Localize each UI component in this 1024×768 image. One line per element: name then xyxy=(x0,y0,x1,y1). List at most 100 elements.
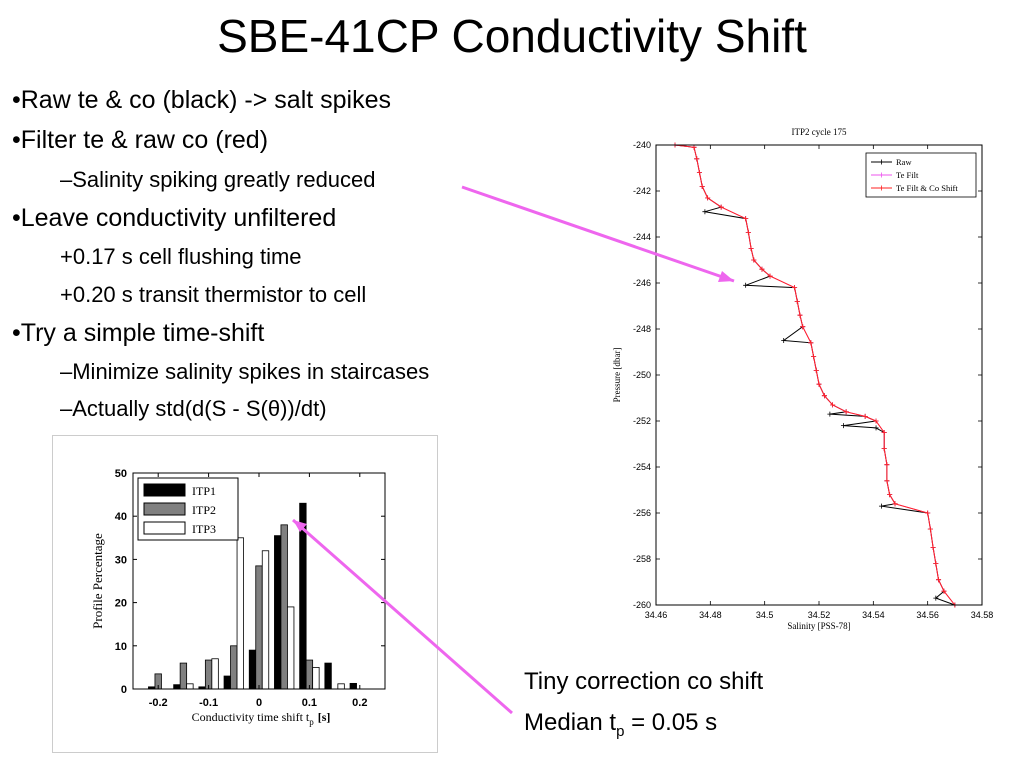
prof-ytick-label: -252 xyxy=(633,416,651,426)
hist-ylabel: Profile Percentage xyxy=(90,533,105,629)
bullet-minimize-spikes: –Minimize salinity spikes in staircases xyxy=(60,359,430,384)
prof-xtick-label: 34.48 xyxy=(699,610,722,620)
prof-point-raw xyxy=(702,209,708,215)
prof-point-te-filt-co-shift xyxy=(718,204,724,210)
prof-point-raw xyxy=(878,503,884,509)
prof-point-raw xyxy=(743,282,749,288)
hist-legend: ITP1 ITP2 ITP3 xyxy=(137,477,239,541)
hist-xlabel-text: Conductivity time shift t xyxy=(192,710,310,724)
prof-point-te-filt-co-shift xyxy=(743,216,749,222)
prof-point-te-filt-co-shift xyxy=(811,354,817,360)
prof-point-raw xyxy=(933,595,939,601)
prof-ytick-label: -248 xyxy=(633,324,651,334)
hist-ytick-label: 40 xyxy=(115,511,127,523)
prof-legend-label-te-filt: Te Filt xyxy=(896,170,919,180)
slide-title: SBE-41CP Conductivity Shift xyxy=(217,10,807,62)
prof-ytick-label: -246 xyxy=(633,278,651,288)
bullet-spiking-reduced: –Salinity spiking greatly reduced xyxy=(60,167,376,192)
bullet-filter-te: •Filter te & raw co (red) xyxy=(12,126,269,154)
hist-xtick-label: 0 xyxy=(256,697,262,709)
arrow-to-histogram xyxy=(292,518,513,715)
prof-legend-marker-te-filt-co-shift xyxy=(879,185,884,191)
prof-point-raw xyxy=(781,338,787,343)
prof-point-raw xyxy=(827,411,833,417)
prof-point-te-filt-co-shift xyxy=(930,545,936,550)
prof-point-te-filt-co-shift xyxy=(821,393,827,399)
hist-xlabel: Conductivity time shift tp [s] xyxy=(192,710,331,727)
prof-xtick-label: 34.56 xyxy=(916,610,939,620)
prof-ytick-label: -256 xyxy=(633,508,651,518)
hist-ytick-label: 50 xyxy=(115,468,127,480)
hist-ytick-label: 10 xyxy=(115,641,127,653)
prof-legend: Raw Te Filt Te Filt & Co Shift xyxy=(865,152,977,198)
hist-ytick-label: 0 xyxy=(121,684,127,696)
prof-series-te-filt-co-shift xyxy=(672,142,958,608)
prof-legend-marker-te-filt xyxy=(879,172,884,178)
caption-median-sub: p xyxy=(616,722,625,740)
histogram-frame xyxy=(52,435,438,753)
hist-legend-swatch-itp3 xyxy=(143,521,186,535)
prof-point-te-filt-co-shift xyxy=(694,156,700,162)
prof-xtick-label: 34.5 xyxy=(756,610,774,620)
prof-point-te-filt-co-shift xyxy=(808,340,814,346)
prof-point-te-filt-co-shift xyxy=(792,285,798,291)
prof-point-te-filt-co-shift xyxy=(892,501,898,507)
prof-xlabel: Salinity [PSS-78] xyxy=(787,621,850,631)
prof-point-te-filt-co-shift xyxy=(699,183,705,189)
prof-point-te-filt-co-shift xyxy=(797,312,803,318)
prof-point-te-filt-co-shift xyxy=(884,462,890,468)
prof-point-te-filt-co-shift xyxy=(816,381,822,387)
prof-ytick-label: -242 xyxy=(633,186,651,196)
prof-point-te-filt-co-shift xyxy=(933,561,939,567)
hist-legend-swatch-itp2 xyxy=(143,502,186,516)
caption-median: Median tp = 0.05 s xyxy=(524,709,717,740)
prof-point-te-filt-co-shift xyxy=(884,478,890,484)
bullet-leave-unfiltered: •Leave conductivity unfiltered xyxy=(12,204,337,232)
hist-xtick-label: -0.1 xyxy=(199,697,218,709)
prof-ytick-label: -254 xyxy=(633,462,651,472)
hist-ytick-label: 30 xyxy=(115,554,127,566)
hist-xlabel-unit: [s] xyxy=(318,710,331,724)
prof-point-te-filt-co-shift xyxy=(941,588,947,594)
prof-point-te-filt-co-shift xyxy=(748,246,754,251)
prof-ylabel: Pressure [dbar] xyxy=(612,348,622,403)
hist-legend-swatch-itp1 xyxy=(143,483,186,497)
arrowhead-histogram xyxy=(293,520,307,532)
prof-point-raw xyxy=(873,425,879,431)
bullet-time-shift: •Try a simple time-shift xyxy=(12,319,265,347)
prof-ytick-label: -260 xyxy=(633,600,651,610)
prof-point-te-filt-co-shift xyxy=(751,257,757,263)
profile-title: ITP2 cycle 175 xyxy=(792,127,847,137)
caption-tiny-correction: Tiny correction co shift xyxy=(524,668,764,695)
prof-point-te-filt-co-shift xyxy=(887,492,893,498)
arrowhead-profile xyxy=(718,271,734,282)
hist-xtick-label: 0.1 xyxy=(302,697,317,709)
prof-xtick-label: 34.52 xyxy=(808,610,831,620)
caption-median-suffix: = 0.05 s xyxy=(624,709,718,736)
bullet-transit-time: +0.20 s transit thermistor to cell xyxy=(60,282,367,307)
hist-legend-label-itp3: ITP3 xyxy=(192,522,216,536)
prof-point-te-filt-co-shift xyxy=(813,367,819,373)
prof-point-te-filt-co-shift xyxy=(794,298,800,304)
prof-point-te-filt-co-shift xyxy=(830,402,836,408)
prof-xtick-label: 34.54 xyxy=(862,610,885,620)
prof-point-te-filt-co-shift xyxy=(745,229,751,235)
prof-point-te-filt-co-shift xyxy=(759,266,765,272)
prof-legend-marker-raw xyxy=(879,159,884,165)
prof-xtick-label: 34.58 xyxy=(971,610,994,620)
prof-point-te-filt-co-shift xyxy=(705,195,711,201)
prof-point-te-filt-co-shift xyxy=(767,273,773,279)
arrow-to-profile xyxy=(461,185,735,283)
hist-xtick-label: 0.2 xyxy=(352,697,367,709)
hist-xlabel-sub: p xyxy=(309,717,314,727)
prof-axes-box xyxy=(655,144,983,606)
prof-point-te-filt-co-shift xyxy=(800,324,806,330)
prof-point-te-filt-co-shift xyxy=(881,446,887,452)
prof-legend-label-te-filt-co-shift: Te Filt & Co Shift xyxy=(896,183,958,193)
prof-point-te-filt-co-shift xyxy=(881,430,887,435)
hist-ytick-label: 20 xyxy=(115,598,127,610)
prof-ytick-label: -244 xyxy=(633,232,651,242)
prof-point-te-filt-co-shift xyxy=(925,510,931,516)
hist-legend-label-itp1: ITP1 xyxy=(192,484,216,498)
